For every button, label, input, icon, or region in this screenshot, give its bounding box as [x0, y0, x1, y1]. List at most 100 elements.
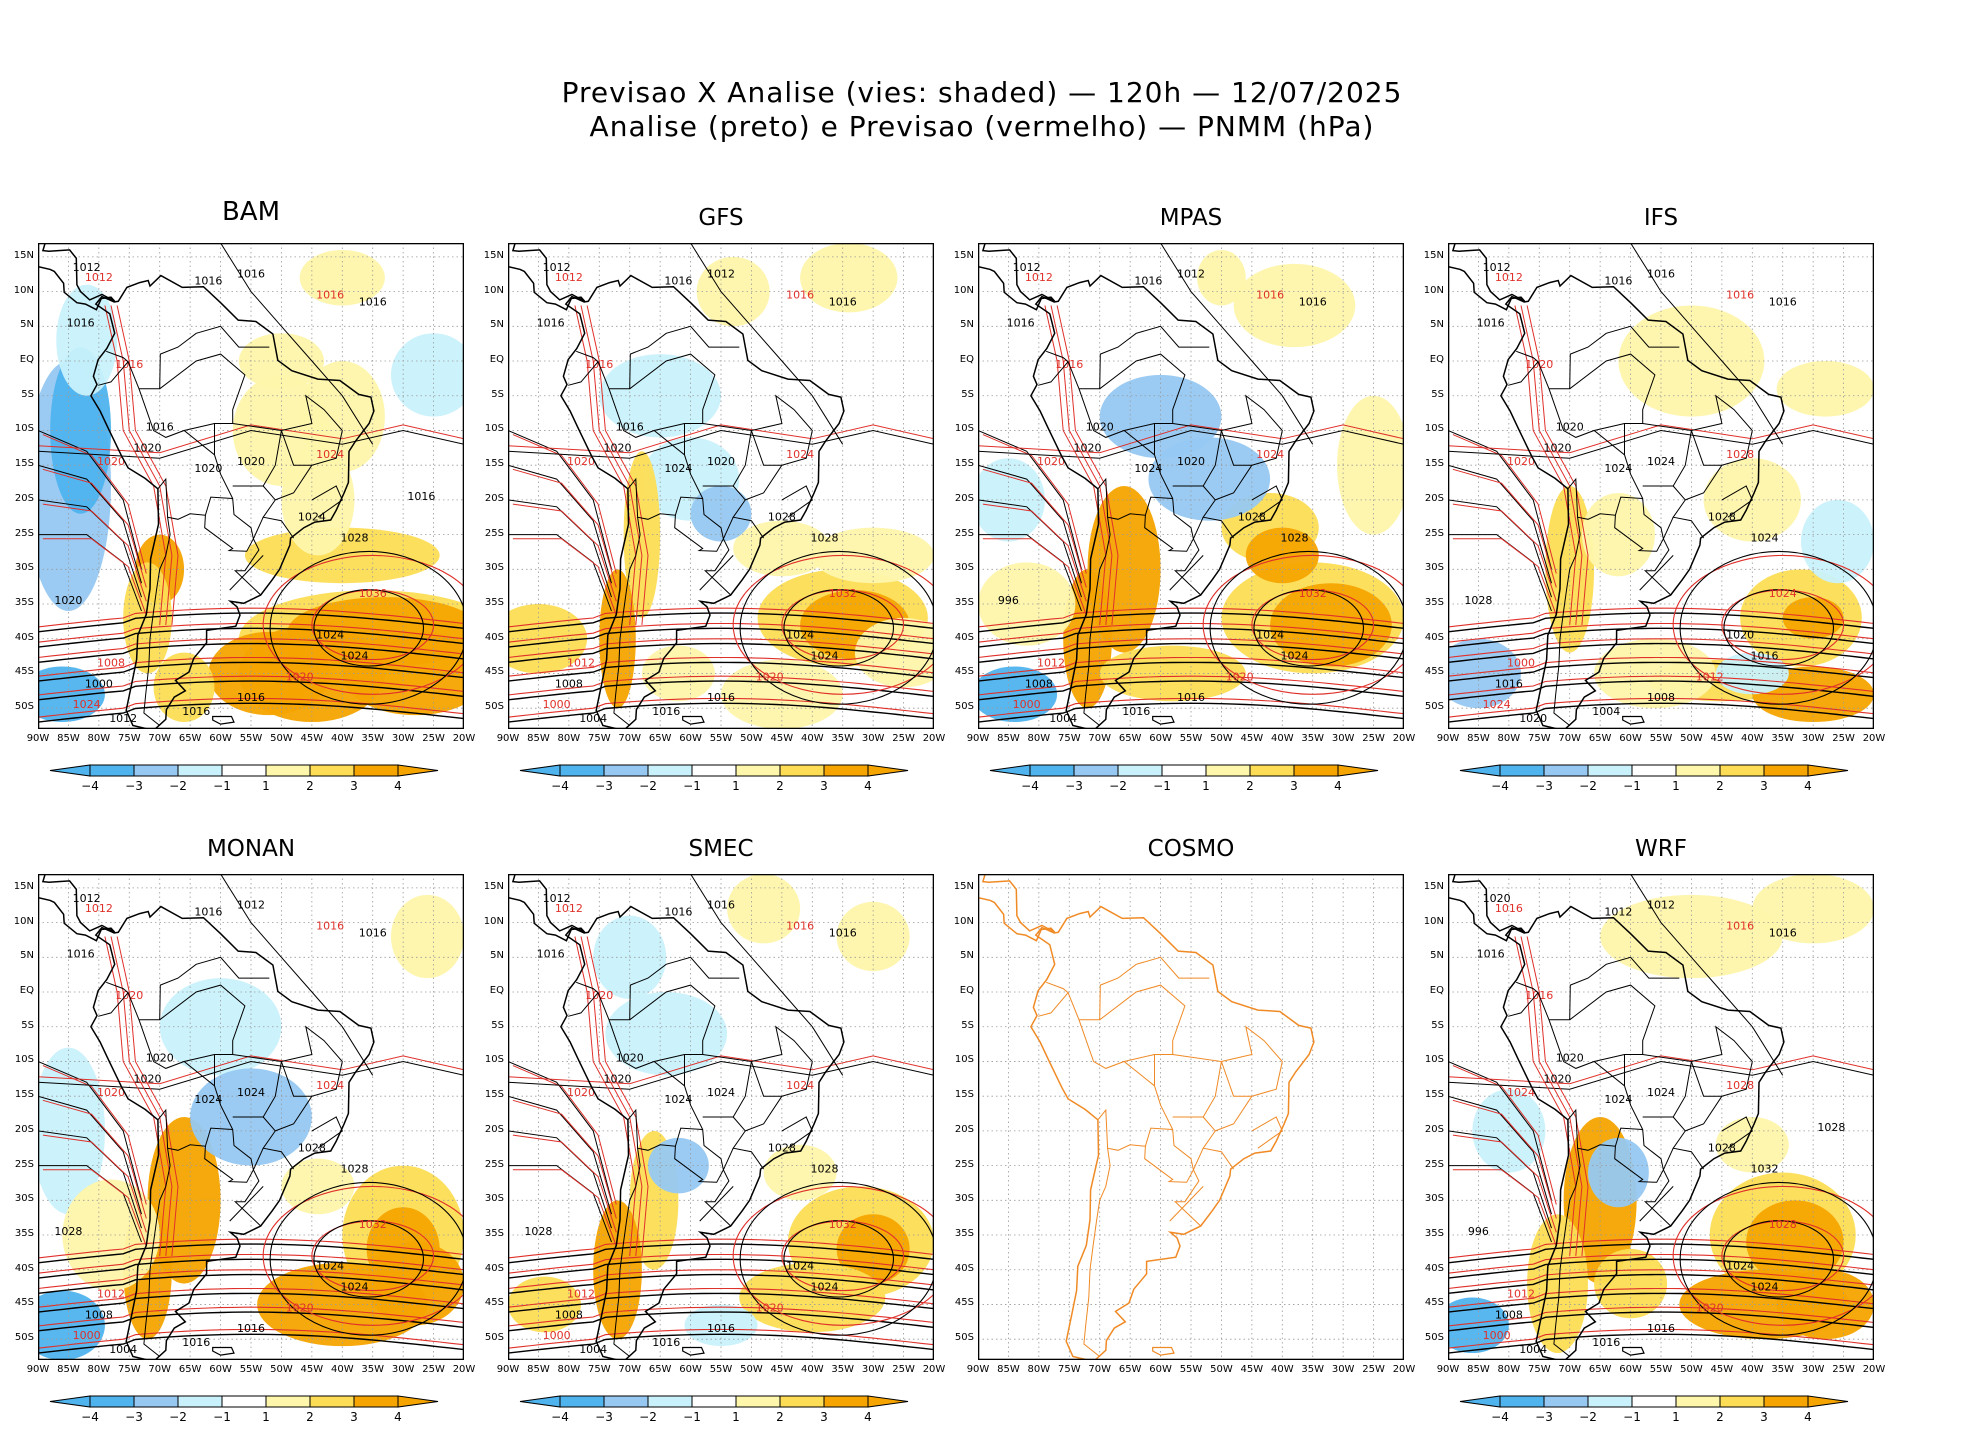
- colorbar-smec: −4 −3 −2 −1 1 2 3 4: [516, 1394, 916, 1434]
- contour-label: 1020: [567, 1086, 595, 1099]
- lon-tick-label: 50W: [270, 733, 293, 744]
- lon-tick-label: 65W: [1118, 733, 1142, 744]
- colorbar-segment: [735, 1395, 781, 1408]
- lon-tick-label: 45W: [1710, 733, 1734, 744]
- lon-tick-label: 50W: [1680, 733, 1703, 744]
- contour-label: 1016: [194, 275, 222, 288]
- contour-label: 1024: [1647, 455, 1675, 468]
- panel-title-wrf: WRF: [1635, 836, 1687, 862]
- lon-tick-label: 65W: [1588, 1364, 1612, 1375]
- lon-tick-label: 85W: [997, 733, 1020, 744]
- contour-label: 1012: [1604, 906, 1632, 919]
- colorbar-label: −3: [125, 779, 143, 793]
- lat-tick-label: 5N: [960, 950, 974, 962]
- contour-label: 1028: [54, 1225, 82, 1238]
- lon-tick-label: 55W: [709, 1364, 733, 1375]
- contour-label: 1032: [829, 1218, 857, 1231]
- contour-label: 1004: [579, 712, 607, 725]
- lat-tick-label: 5N: [20, 950, 34, 962]
- lon-tick-label: 80W: [1497, 1364, 1521, 1375]
- lat-tick-label: 15N: [1423, 880, 1444, 892]
- lon-tick-label: 70W: [618, 1364, 642, 1375]
- contour-label: 1000: [1507, 657, 1535, 670]
- lat-tick-label: EQ: [489, 354, 504, 366]
- colorbar-segment: [1205, 764, 1251, 777]
- lon-tick-label: 35W: [831, 733, 855, 744]
- lat-tick-label: 25S: [484, 1158, 504, 1170]
- contour-label: 1024: [316, 448, 344, 461]
- lon-tick-label: 80W: [87, 1364, 111, 1375]
- bias-blob: [299, 249, 385, 306]
- colorbar-label: 1: [1672, 1410, 1680, 1424]
- contour-label: 1020: [1507, 455, 1535, 468]
- lon-tick-label: 45W: [1240, 1364, 1264, 1375]
- contour-label: 1012: [567, 657, 595, 670]
- lon-tick-label: 70W: [148, 1364, 172, 1375]
- contour-label: 1024: [1750, 532, 1778, 545]
- contour-label: 1024: [1726, 1260, 1754, 1273]
- lon-tick-label: 80W: [1497, 733, 1521, 744]
- colorbar-label: −1: [683, 1410, 701, 1424]
- colorbar-label: 4: [864, 779, 872, 793]
- lat-tick-label: 25S: [484, 527, 504, 539]
- bias-blob: [56, 284, 118, 396]
- lon-tick-label: 85W: [1467, 733, 1490, 744]
- contour-label: 1012: [1495, 271, 1523, 284]
- lat-tick-label: 40S: [484, 1262, 504, 1274]
- colorbar-label: −2: [639, 1410, 657, 1424]
- colorbar-label: 3: [820, 1410, 828, 1424]
- contour-label: 1008: [1495, 1308, 1523, 1321]
- contour-label: 1024: [1256, 629, 1284, 642]
- contour-label: 1032: [829, 587, 857, 600]
- colorbar-label: −2: [639, 779, 657, 793]
- colorbar-segment: [177, 764, 223, 777]
- lat-tick-label: EQ: [959, 354, 974, 366]
- colorbar-ifs: −4 −3 −2 −1 1 2 3 4: [1456, 763, 1856, 803]
- colorbar-segment: [779, 1395, 825, 1408]
- colorbar: −4 −3 −2 −1 1 2 3 4: [1459, 1395, 1849, 1424]
- lon-tick-label: 75W: [587, 733, 611, 744]
- contour-label: 1000: [1013, 698, 1041, 711]
- contour-label: 1016: [786, 920, 814, 933]
- map-panel-bam: 1012 1012 1016 1016 1016 1016 1016 1016 1016 1020…: [14, 242, 475, 744]
- contour-label: 1032: [1299, 587, 1327, 600]
- contour-label: 1028: [1708, 511, 1736, 524]
- lon-tick-label: 35W: [1771, 733, 1795, 744]
- colorbar-label: −3: [1535, 1410, 1553, 1424]
- colorbar-segment: [89, 764, 135, 777]
- lon-tick-label: 55W: [1649, 733, 1673, 744]
- contour-label: 1012: [543, 261, 571, 274]
- lat-tick-label: 35S: [1424, 597, 1444, 609]
- lon-tick-label: 80W: [557, 733, 581, 744]
- colorbar: −4 −3 −2 −1 1 2 3 4: [989, 764, 1379, 793]
- colorbar-label: −4: [1491, 1410, 1509, 1424]
- lon-tick-label: 30W: [1801, 733, 1825, 744]
- lon-tick-label: 75W: [587, 1364, 611, 1375]
- lon-tick-label: 55W: [239, 733, 263, 744]
- colorbar-label: 3: [350, 1410, 358, 1424]
- contour-label: 1016: [664, 275, 692, 288]
- lon-tick-label: 25W: [1832, 733, 1855, 744]
- lon-tick-label: 60W: [209, 733, 232, 744]
- lon-tick-label: 80W: [87, 733, 111, 744]
- contour-label: 1024: [1604, 462, 1632, 475]
- contour-label: 1012: [1013, 261, 1041, 274]
- contour-label: 1024: [810, 1281, 838, 1294]
- contour-label: 1012: [1483, 261, 1511, 274]
- lon-tick-label: 45W: [1710, 1364, 1734, 1375]
- colorbar-segment: [1763, 1395, 1809, 1408]
- panel-title-gfs: GFS: [698, 205, 744, 231]
- lon-tick-label: 40W: [800, 733, 824, 744]
- lat-tick-label: 45S: [484, 666, 504, 678]
- lon-tick-label: 50W: [740, 1364, 763, 1375]
- colorbar-label: −4: [551, 1410, 569, 1424]
- lon-tick-label: 85W: [57, 733, 80, 744]
- lon-tick-label: 75W: [1057, 733, 1081, 744]
- map-panel-ifs: 1012 1012 1016 1016 1016 1016 1016 1020 1020 1020…: [1424, 242, 1885, 744]
- contour-label: 1028: [1464, 594, 1492, 607]
- lon-tick-label: 75W: [117, 733, 141, 744]
- lat-tick-label: 5S: [1431, 388, 1444, 400]
- colorbar-label: −2: [169, 1410, 187, 1424]
- page-title-line2: Analise (preto) e Previsao (vermelho) — …: [589, 110, 1375, 143]
- lon-tick-label: 70W: [148, 733, 172, 744]
